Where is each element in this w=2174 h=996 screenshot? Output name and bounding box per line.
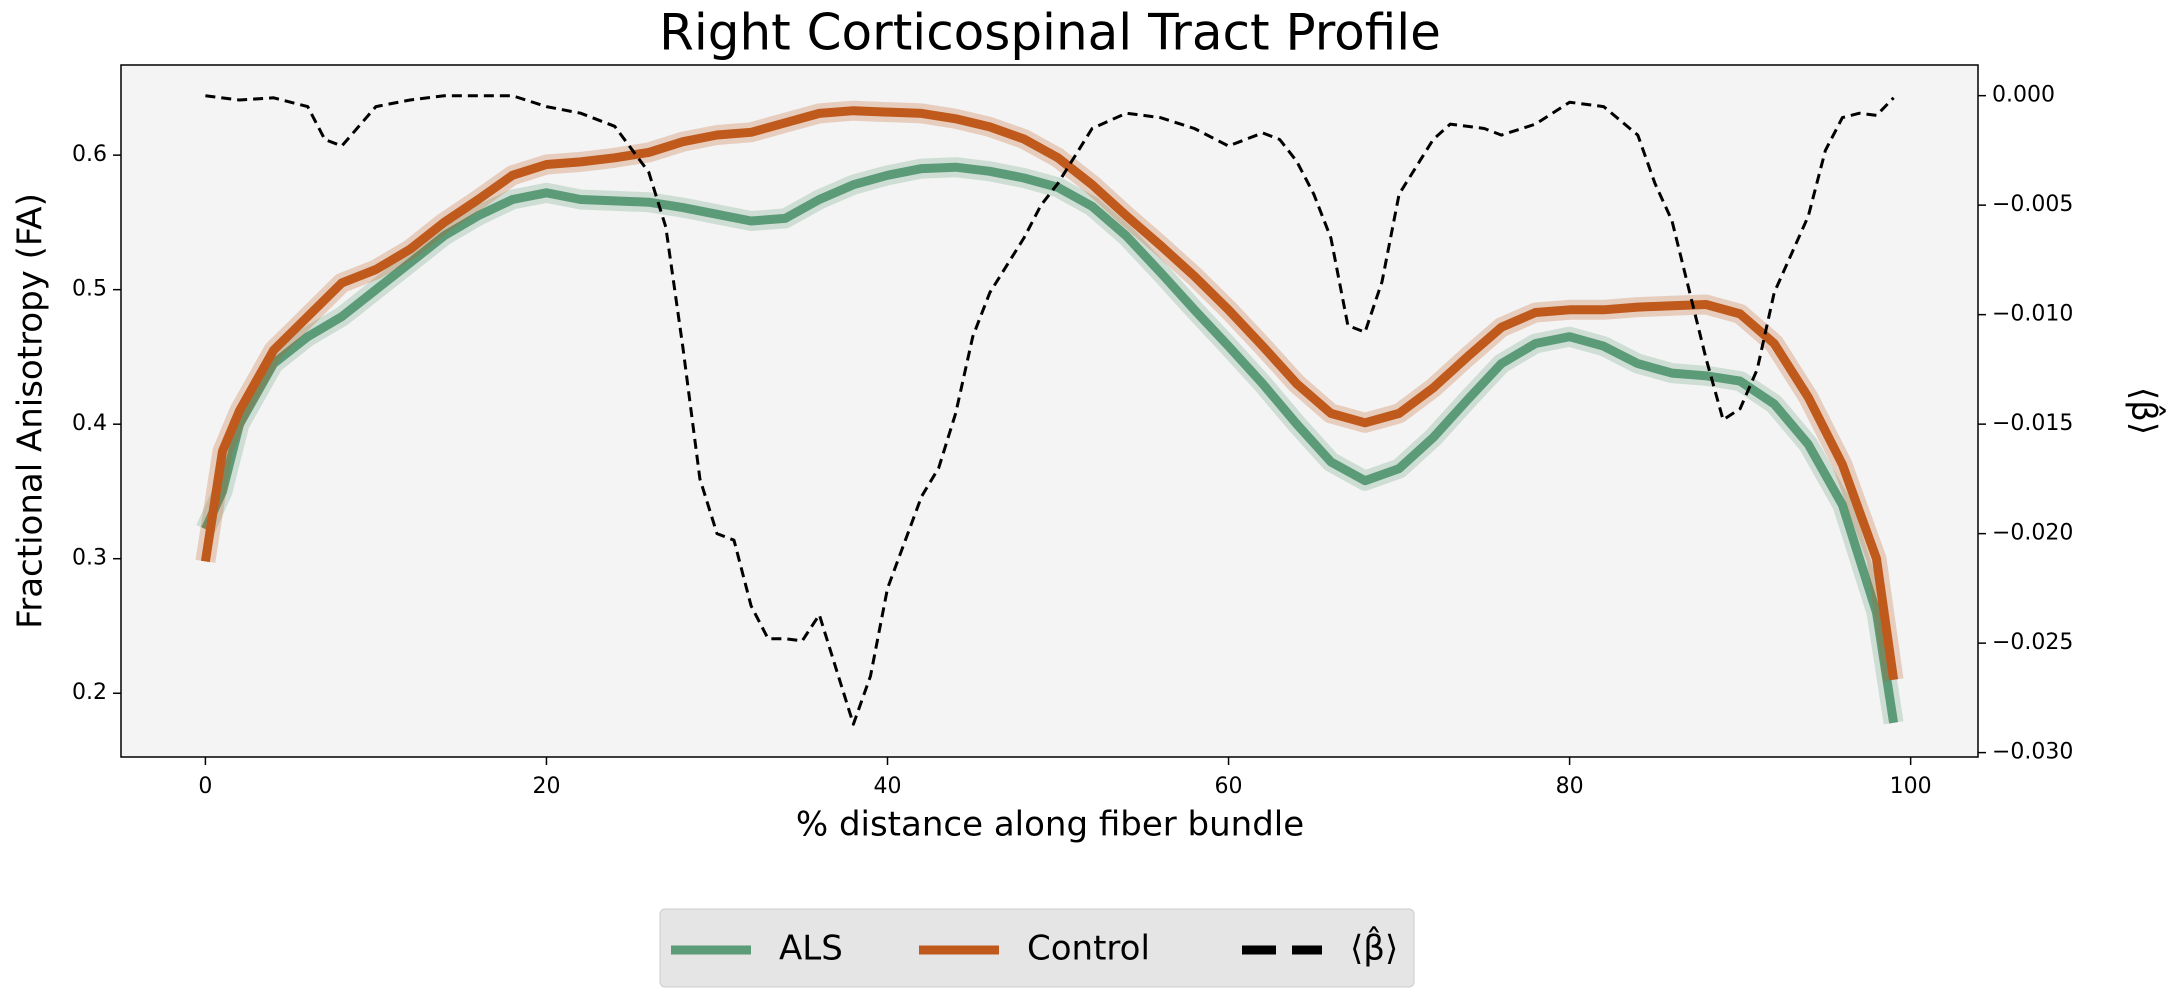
y2-tick-label: −0.010: [1992, 302, 2073, 327]
x-tick-label: 0: [198, 774, 212, 799]
y-tick-label: 0.6: [72, 142, 107, 167]
y-tick-label: 0.3: [72, 546, 107, 571]
y-axis-label: Fractional Anisotropy (FA): [11, 193, 51, 629]
y-tick-label: 0.5: [72, 277, 107, 302]
axes-frame: [120, 64, 1979, 758]
x-tick-label: 20: [532, 774, 560, 799]
x-axis-label: % distance along fiber bundle: [796, 805, 1304, 845]
chart-title: Right Corticospinal Tract Profile: [659, 4, 1441, 62]
y2-tick-label: 0.000: [1992, 83, 2055, 108]
y2-tick-label: −0.005: [1992, 192, 2073, 217]
legend-label: ALS: [779, 929, 843, 969]
y-tick-label: 0.4: [72, 411, 107, 436]
y2-tick-label: −0.015: [1992, 411, 2073, 436]
x-tick-label: 60: [1215, 774, 1243, 799]
legend-box: [659, 908, 1415, 988]
y2-axis-label: ⟨β̂⟩: [2124, 387, 2166, 435]
y2-tick-label: −0.025: [1992, 630, 2073, 655]
x-tick-label: 40: [874, 774, 902, 799]
series-line: [200, 106, 1899, 681]
x-tick-label: 100: [1890, 774, 1932, 799]
legend-label: Control: [1027, 929, 1150, 969]
x-tick-label: 80: [1556, 774, 1584, 799]
y-tick-label: 0.2: [72, 680, 107, 705]
series-line: [201, 162, 1899, 724]
y2-tick-label: −0.030: [1992, 740, 2073, 765]
y2-tick-label: −0.020: [1992, 521, 2073, 546]
legend-label: ⟨β̂⟩: [1350, 926, 1398, 968]
plot-area: [121, 65, 1978, 757]
